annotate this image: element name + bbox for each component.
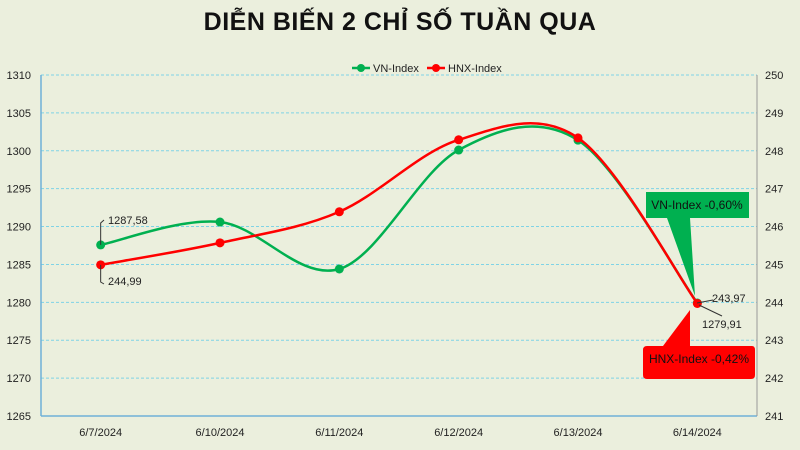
left-tick-label: 1310 [7,70,31,82]
left-tick-label: 1295 [7,184,31,196]
data-point [573,133,583,143]
x-tick-label: 6/12/2024 [434,427,483,439]
right-tick-label: 245 [765,259,783,271]
leader-line [696,299,714,304]
left-tick-label: 1285 [7,259,31,271]
x-tick-label: 6/13/2024 [554,427,603,439]
leader-line [100,219,105,245]
data-labels: 1287,58 244,99 243,97 1279,91 VN-Index -0,60… [100,192,755,379]
left-tick-label: 1275 [7,335,31,347]
data-point [454,145,464,155]
series-lines [96,122,702,308]
data-point [692,298,702,308]
legend-label: HNX-Index [448,63,502,75]
right-tick-label: 249 [765,108,783,120]
right-tick-label: 242 [765,373,783,385]
data-label: 1287,58 [108,215,148,227]
data-point [334,207,344,217]
axes: 1265 1270 1275 1280 1285 1290 1295 1300 1305 1310… [7,70,784,439]
vn-callout [646,192,749,296]
data-point [454,135,464,145]
data-label: 244,99 [108,276,142,288]
x-tick-label: 6/7/2024 [79,427,122,439]
left-tick-label: 1300 [7,146,31,158]
data-label: 243,97 [712,293,746,305]
legend-marker [432,64,440,72]
right-tick-label: 246 [765,222,783,234]
left-tick-label: 1305 [7,108,31,120]
leader-line [698,304,723,317]
data-point [215,238,225,248]
right-tick-label: 247 [765,184,783,196]
left-tick-label: 1270 [7,373,31,385]
right-tick-label: 248 [765,146,783,158]
right-tick-label: 250 [765,70,783,82]
vn-callout-text: VN-Index -0,60% [651,198,743,212]
gridlines [41,74,757,379]
data-point [334,264,344,274]
left-tick-label: 1265 [7,411,31,423]
chart-title: DIỄN BIẾN 2 CHỈ SỐ TUẦN QUA [203,8,597,36]
legend: VN-Index HNX-Index [352,63,502,75]
series-line-hnx-index [100,122,699,305]
x-tick-label: 6/10/2024 [196,427,245,439]
right-tick-label: 241 [765,411,783,423]
x-tick-label: 6/14/2024 [673,427,722,439]
right-tick-label: 244 [765,297,783,309]
data-point [215,217,225,227]
right-tick-label: 243 [765,335,783,347]
legend-marker [357,64,365,72]
left-tick-label: 1280 [7,297,31,309]
data-label: 1279,91 [702,319,742,331]
hnx-callout [643,310,755,379]
leader-line [100,264,105,285]
left-tick-label: 1290 [7,222,31,234]
hnx-callout-text: HNX-Index -0,42% [649,352,749,366]
legend-label: VN-Index [373,63,419,75]
x-tick-label: 6/11/2024 [315,427,363,439]
series-line-vn-index [100,125,699,304]
